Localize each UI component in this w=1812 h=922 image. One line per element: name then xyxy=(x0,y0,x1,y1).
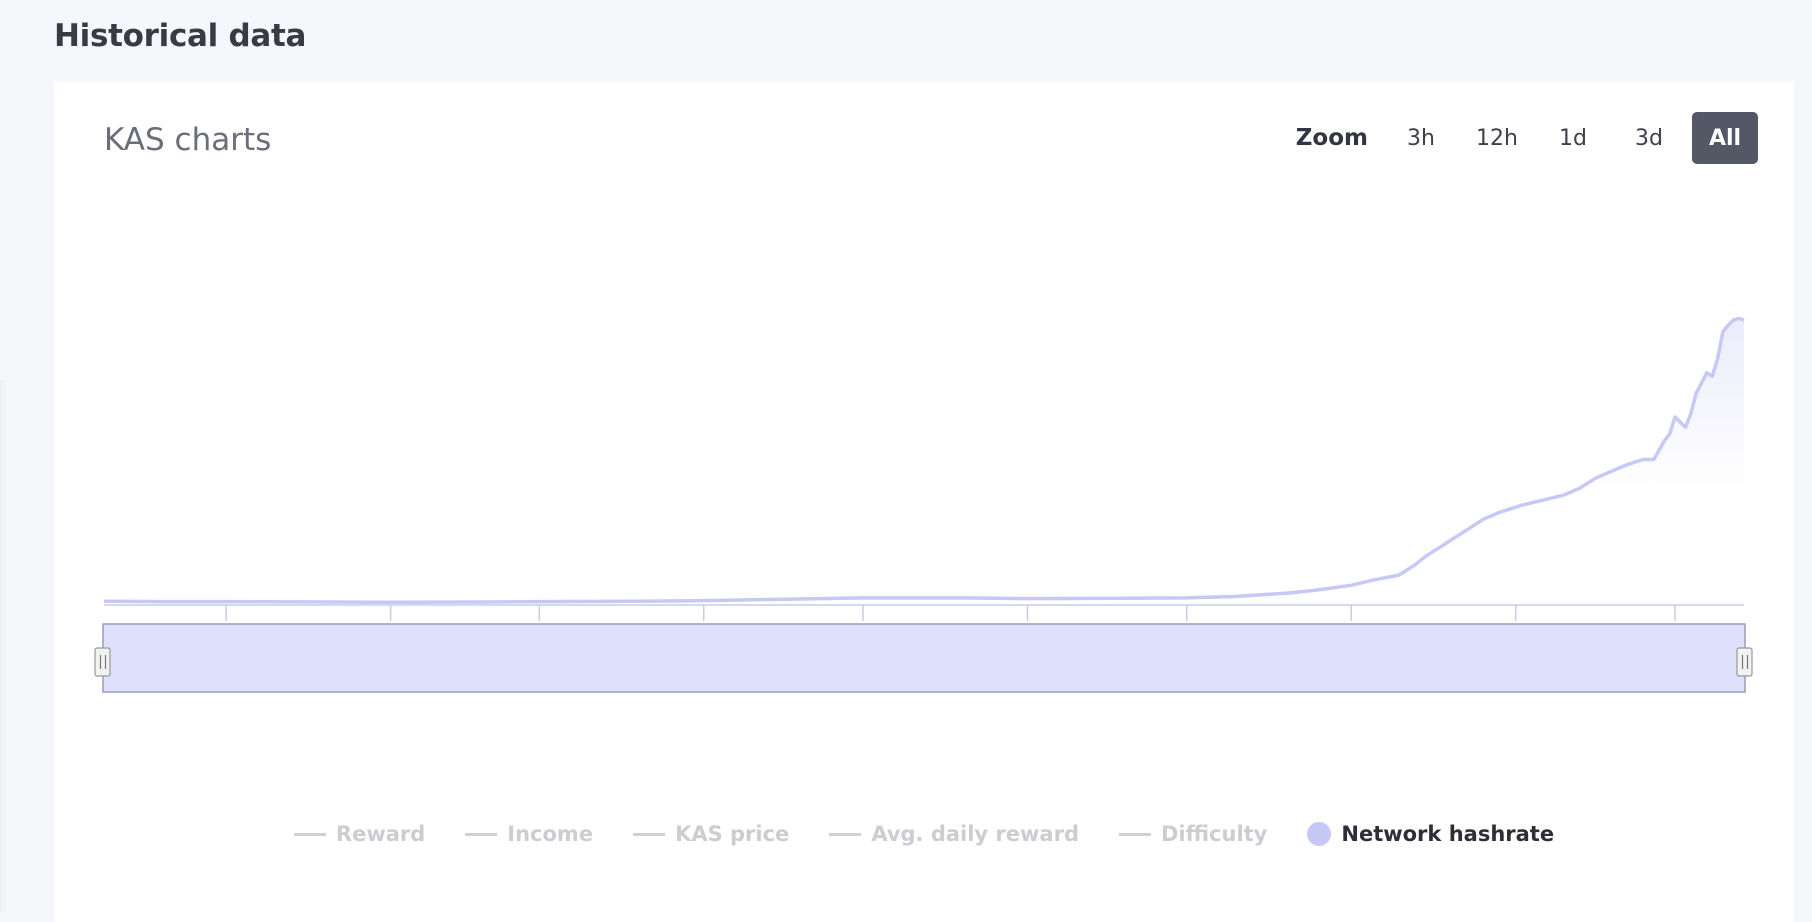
hashrate-chart[interactable]: Jan '23Feb '23Mar '23Apr '23May '23Jun '… xyxy=(54,82,1794,802)
section-title: Historical data xyxy=(54,18,307,54)
legend-item-reward[interactable]: Reward xyxy=(293,822,426,846)
legend-dot-icon xyxy=(1307,822,1332,846)
legend-item-difficulty[interactable]: Difficulty xyxy=(1119,822,1267,846)
left-edge-shadow xyxy=(0,380,8,912)
legend-item-avg-daily-reward[interactable]: Avg. daily reward xyxy=(829,822,1079,846)
navigator-range xyxy=(102,623,1746,693)
legend-label: Reward xyxy=(335,822,426,846)
legend-line-icon xyxy=(829,832,862,836)
zoom-all-button[interactable]: All xyxy=(1692,112,1758,164)
zoom-label: Zoom xyxy=(1295,125,1368,151)
chart-title: KAS charts xyxy=(104,122,272,158)
legend-line-icon xyxy=(293,832,326,836)
chart-card: KAS charts Zoom 3h 12h 1d 3d All Jan '23… xyxy=(54,82,1794,922)
legend-item-income[interactable]: Income xyxy=(465,822,593,846)
zoom-3h-button[interactable]: 3h xyxy=(1388,112,1454,164)
legend-line-icon xyxy=(1119,832,1151,836)
series-area xyxy=(104,318,1744,604)
legend-line-icon xyxy=(465,832,498,836)
zoom-controls: Zoom 3h 12h 1d 3d All xyxy=(1296,112,1758,164)
legend-item-network-hashrate[interactable]: Network hashrate xyxy=(1307,822,1554,846)
legend-label: KAS price xyxy=(675,822,790,846)
navigator-right-handle[interactable] xyxy=(1736,647,1753,677)
legend-item-kas-price[interactable]: KAS price xyxy=(633,822,789,846)
legend-label: Difficulty xyxy=(1161,822,1268,846)
zoom-3d-button[interactable]: 3d xyxy=(1616,112,1682,164)
legend-label: Avg. daily reward xyxy=(871,822,1079,846)
legend-label: Network hashrate xyxy=(1341,822,1555,846)
legend-label: Income xyxy=(507,822,594,846)
zoom-1d-button[interactable]: 1d xyxy=(1540,112,1606,164)
navigator-left-handle[interactable] xyxy=(94,647,111,677)
legend-line-icon xyxy=(633,832,666,836)
zoom-12h-button[interactable]: 12h xyxy=(1464,112,1530,164)
series-line-network-hashrate xyxy=(103,316,1745,605)
chart-legend: Reward Income KAS price Avg. daily rewar… xyxy=(54,822,1794,846)
